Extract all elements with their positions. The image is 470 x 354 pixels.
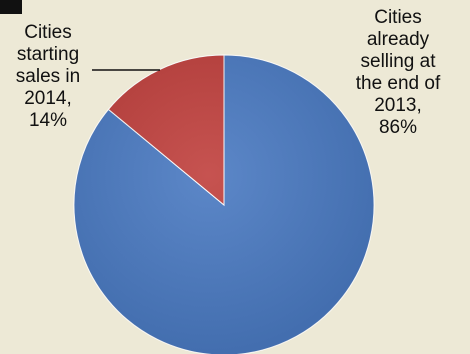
- slice-label-starting-2014: Cities starting sales in 2014, 14%: [15, 22, 81, 131]
- corner-mark: [0, 0, 22, 14]
- slice-label-already-selling: Cities already selling at the end of 2013, 86…: [355, 7, 441, 138]
- pie-shading: [74, 55, 374, 354]
